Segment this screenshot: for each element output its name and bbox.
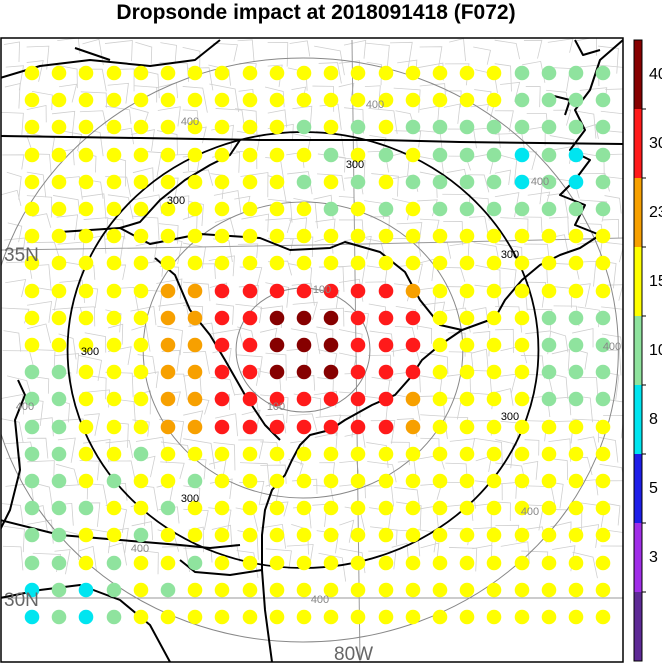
ring-label-300: 300 bbox=[81, 346, 99, 358]
range-ring-labels: 100 100 300 300 300 300 300 300 400 400 400 400 400 4… bbox=[16, 99, 621, 606]
ring-label-400: 400 bbox=[131, 543, 149, 555]
state-boundaries bbox=[1, 39, 623, 549]
impact-dots bbox=[24, 65, 611, 625]
colorbar-frame bbox=[633, 39, 643, 662]
colorbar-tick-label: 30 bbox=[649, 135, 662, 152]
colorbar-tick-label: 10 bbox=[649, 342, 662, 359]
ring-label-300: 300 bbox=[346, 159, 364, 171]
ring-label-400: 400 bbox=[181, 116, 199, 128]
colorbar-bin bbox=[634, 247, 642, 316]
colorbar-bin bbox=[634, 178, 642, 247]
colorbar-bin bbox=[634, 592, 642, 661]
colorbar-bin bbox=[634, 523, 642, 592]
lon-80-label: 80W bbox=[334, 644, 373, 664]
ring-label-400: 400 bbox=[311, 594, 329, 606]
colorbar-bin bbox=[634, 109, 642, 178]
colorbar-tick-label: 3 bbox=[649, 549, 658, 566]
ring-label-400: 400 bbox=[603, 341, 621, 353]
ring-label-300: 300 bbox=[501, 411, 519, 423]
lat-35-label: 35N bbox=[4, 245, 39, 266]
ring-label-400: 400 bbox=[521, 506, 539, 518]
ring-label-300: 300 bbox=[501, 249, 519, 261]
colorbar-bin bbox=[634, 316, 642, 385]
ring-label-400: 400 bbox=[531, 176, 549, 188]
ring-label-300: 300 bbox=[167, 195, 185, 207]
colorbar-tick-label: 8 bbox=[649, 411, 658, 428]
colorbar-tick-label: 23 bbox=[649, 204, 662, 221]
colorbar-bin bbox=[634, 40, 642, 109]
ring-label-300: 300 bbox=[181, 493, 199, 505]
map-title: Dropsonde impact at 2018091418 (F072) bbox=[116, 1, 516, 24]
ring-label-100: 100 bbox=[313, 284, 331, 296]
lat-30-label: 30N bbox=[4, 590, 39, 611]
map-frame bbox=[0, 37, 624, 663]
colorbar-bin bbox=[634, 454, 642, 523]
county-boundaries bbox=[1, 38, 623, 582]
colorbar-bin bbox=[634, 385, 642, 454]
ring-label-400: 400 bbox=[16, 401, 34, 413]
colorbar: 40 30 23 15 10 8 5 3 bbox=[633, 39, 662, 662]
ring-label-400: 400 bbox=[366, 99, 384, 111]
colorbar-tick-label: 5 bbox=[649, 480, 658, 497]
colorbar-tick-label: 15 bbox=[649, 273, 662, 290]
range-ring-400 bbox=[1, 57, 619, 643]
colorbar-tick-label: 40 bbox=[649, 66, 662, 83]
ring-label-100: 100 bbox=[267, 401, 285, 413]
